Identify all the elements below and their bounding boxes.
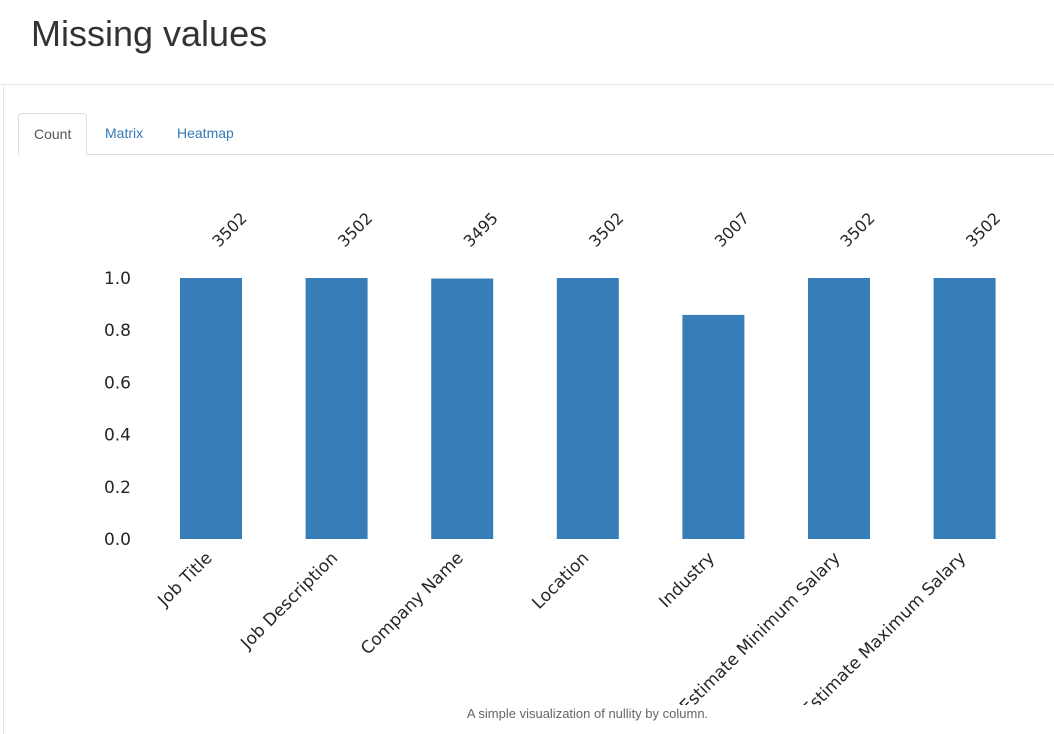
y-tick-label: 1.0	[104, 269, 131, 289]
bar-count-label: 3502	[208, 209, 250, 251]
bar	[305, 278, 368, 539]
bar-count-label: 3502	[334, 209, 376, 251]
visualization-tabs: Count Matrix Heatmap	[18, 113, 1054, 155]
y-tick-label: 0.4	[104, 426, 131, 446]
y-tick-label: 0.8	[104, 321, 131, 341]
bar	[933, 278, 996, 539]
y-tick-label: 0.2	[104, 478, 131, 498]
bar-count-label: 3502	[836, 209, 878, 251]
x-tick-label: Location	[528, 548, 593, 613]
title-divider	[0, 84, 1054, 85]
tab-heatmap[interactable]: Heatmap	[177, 125, 234, 141]
y-tick-label: 0.6	[104, 373, 131, 393]
bar	[682, 314, 745, 539]
chart-caption: A simple visualization of nullity by col…	[466, 706, 709, 721]
tab-matrix[interactable]: Matrix	[105, 125, 144, 141]
bar-count-label: 3495	[460, 209, 502, 251]
x-tick-label: Industry	[655, 548, 719, 612]
y-tick-label: 0.0	[104, 530, 131, 550]
x-tick-label: Job Description	[236, 548, 342, 654]
bar	[180, 278, 242, 539]
x-tick-label: Job Title	[154, 548, 217, 611]
bar	[808, 278, 870, 539]
bar	[556, 278, 619, 539]
missing-values-panel	[3, 85, 1054, 734]
x-tick-label: Company Name	[357, 548, 468, 659]
bar	[431, 278, 494, 539]
page-title: Missing values	[31, 13, 268, 54]
bar-chart-svg: 0.0 0.2 0.4 0.6 0.8 1.0 3502 Job Title 3502 Job D…	[104, 209, 1004, 705]
bar-count-label: 3502	[962, 209, 1004, 251]
bar-count-label: 3502	[585, 209, 627, 251]
bar-count-label: 3007	[711, 209, 753, 251]
tab-count[interactable]: Count	[18, 113, 88, 155]
nullity-count-chart: 0.0 0.2 0.4 0.6 0.8 1.0 3502 Job Title 3502 Job D…	[0, 155, 1054, 705]
